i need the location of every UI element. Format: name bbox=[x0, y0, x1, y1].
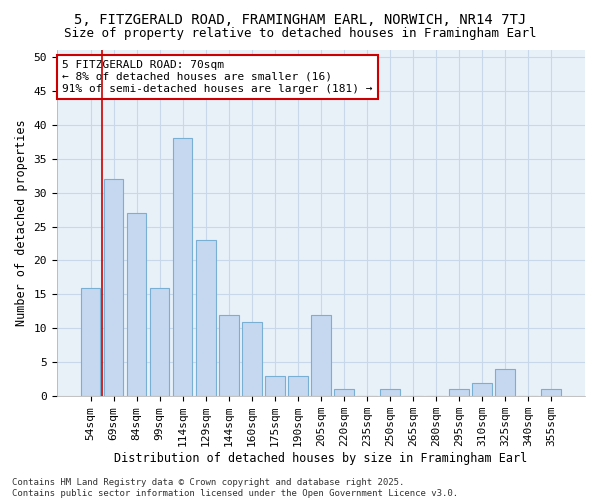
Text: Size of property relative to detached houses in Framingham Earl: Size of property relative to detached ho… bbox=[64, 28, 536, 40]
Bar bbox=[541, 390, 561, 396]
Bar bbox=[496, 369, 515, 396]
Bar bbox=[288, 376, 308, 396]
Bar bbox=[173, 138, 193, 396]
Bar bbox=[334, 390, 354, 396]
Bar bbox=[196, 240, 215, 396]
Bar bbox=[380, 390, 400, 396]
Bar bbox=[242, 322, 262, 396]
Text: 5, FITZGERALD ROAD, FRAMINGHAM EARL, NORWICH, NR14 7TJ: 5, FITZGERALD ROAD, FRAMINGHAM EARL, NOR… bbox=[74, 12, 526, 26]
Bar bbox=[104, 179, 124, 396]
Bar bbox=[81, 288, 100, 396]
Bar bbox=[265, 376, 284, 396]
X-axis label: Distribution of detached houses by size in Framingham Earl: Distribution of detached houses by size … bbox=[114, 452, 527, 465]
Bar bbox=[472, 382, 492, 396]
Y-axis label: Number of detached properties: Number of detached properties bbox=[15, 120, 28, 326]
Bar bbox=[449, 390, 469, 396]
Bar bbox=[150, 288, 169, 396]
Bar bbox=[311, 315, 331, 396]
Text: Contains HM Land Registry data © Crown copyright and database right 2025.
Contai: Contains HM Land Registry data © Crown c… bbox=[12, 478, 458, 498]
Bar bbox=[127, 213, 146, 396]
Text: 5 FITZGERALD ROAD: 70sqm
← 8% of detached houses are smaller (16)
91% of semi-de: 5 FITZGERALD ROAD: 70sqm ← 8% of detache… bbox=[62, 60, 373, 94]
Bar bbox=[219, 315, 239, 396]
